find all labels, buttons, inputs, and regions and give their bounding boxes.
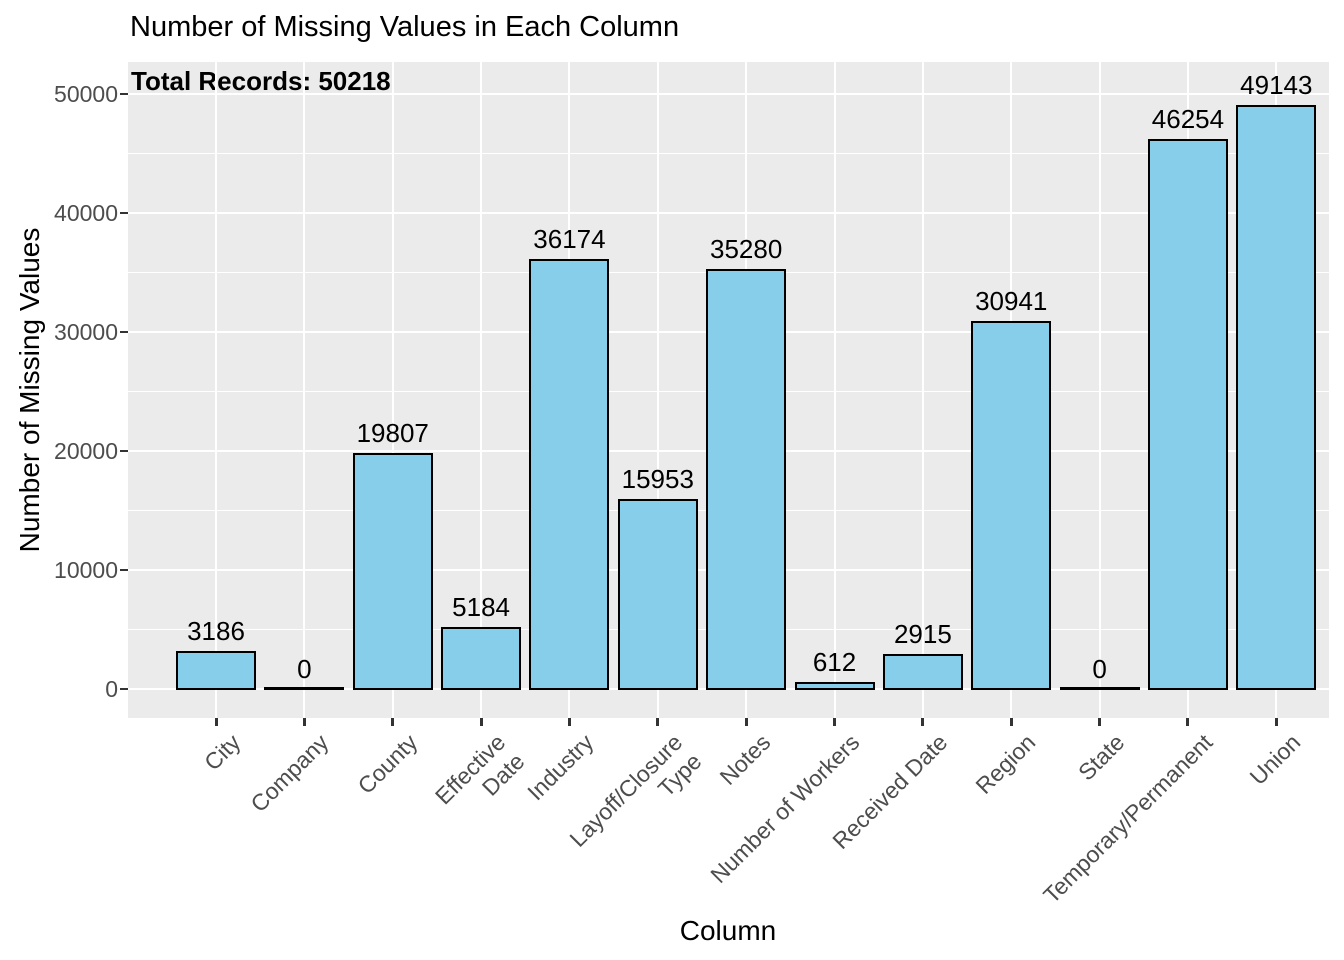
x-tick-mark — [656, 718, 660, 726]
bar — [617, 499, 698, 690]
x-tick-label: Temporary/Permanent — [1038, 729, 1218, 909]
y-tick-label: 0 — [105, 676, 118, 702]
gridline-vertical-major — [480, 62, 483, 718]
y-tick-label: 30000 — [54, 319, 118, 346]
x-tick-label: County — [352, 729, 423, 799]
x-axis-title: Column — [679, 915, 777, 946]
x-tick-mark — [214, 718, 218, 726]
x-tick-label: Number of Workers — [704, 729, 864, 889]
bar-value-label: 15953 — [621, 464, 694, 495]
total-records-annotation: Total Records: 50218 — [131, 66, 391, 96]
y-tick-label: 10000 — [54, 557, 118, 584]
bar-value-label: 2915 — [893, 619, 952, 650]
x-tick-label: Union — [1244, 729, 1306, 790]
bar — [529, 258, 610, 690]
y-tick-label: 40000 — [54, 200, 118, 227]
x-tick-label: Industry — [522, 729, 599, 806]
bar-value-label: 36174 — [533, 223, 606, 254]
y-tick-label: 20000 — [54, 438, 118, 465]
x-tick-label: City — [198, 729, 246, 776]
x-tick-label: Company — [245, 729, 334, 817]
bar — [1147, 138, 1228, 690]
bar — [794, 681, 875, 690]
x-tick-mark — [1098, 718, 1102, 726]
x-tick-mark — [391, 718, 395, 726]
bar-value-label: 612 — [812, 646, 857, 677]
x-tick-mark — [744, 718, 748, 726]
x-tick-mark — [302, 718, 306, 726]
x-tick-label: Notes — [714, 729, 776, 790]
x-tick-label: Effective Date — [429, 729, 530, 810]
bar — [706, 269, 787, 690]
gridline-vertical-major — [921, 62, 924, 718]
bar-value-label: 49143 — [1240, 69, 1313, 100]
x-tick-label: Region — [970, 729, 1041, 799]
bar — [352, 453, 433, 690]
x-tick-mark — [833, 718, 837, 726]
x-tick-mark — [921, 718, 925, 726]
bar-value-label: 3186 — [187, 616, 245, 647]
gridline-major — [128, 212, 1329, 215]
chart-title: Number of Missing Values in Each Column — [130, 11, 680, 43]
x-tick-mark — [1009, 718, 1013, 726]
bar-value-label: 0 — [297, 654, 312, 684]
y-tick-mark — [120, 450, 128, 453]
bar — [971, 321, 1052, 690]
y-tick-mark — [120, 688, 128, 690]
gridline-vertical-major — [215, 62, 217, 718]
gridline-minor — [128, 153, 1329, 155]
y-tick-mark — [120, 212, 128, 215]
bar — [441, 627, 522, 690]
bar — [1236, 104, 1317, 690]
y-tick-label: 50000 — [54, 81, 118, 108]
bar — [176, 651, 256, 690]
gridline-major — [128, 93, 1329, 96]
gridline-vertical-major — [833, 62, 836, 718]
y-tick-mark — [120, 331, 128, 334]
x-tick-mark — [1274, 718, 1278, 726]
y-axis-title: Number of Missing Values — [14, 227, 45, 553]
bar-value-label: 46254 — [1151, 103, 1225, 134]
bar — [1059, 687, 1140, 690]
bar-value-label: 5184 — [452, 592, 510, 623]
bar-value-label: 19807 — [356, 418, 429, 449]
x-tick-label: State — [1072, 729, 1129, 786]
gridline-vertical-major — [303, 62, 306, 718]
y-tick-mark — [120, 93, 128, 96]
gridline-vertical-major — [391, 62, 394, 718]
bar — [882, 654, 963, 690]
x-tick-mark — [567, 718, 571, 726]
y-tick-mark — [120, 569, 128, 572]
bar-value-label: 30941 — [975, 286, 1048, 317]
gridline-vertical-major — [1098, 62, 1101, 718]
bar — [264, 687, 345, 690]
bar-value-label: 35280 — [710, 234, 783, 265]
bar-value-label: 0 — [1092, 654, 1107, 684]
gridline-vertical-major — [656, 62, 659, 718]
x-tick-mark — [479, 718, 483, 726]
x-tick-mark — [1186, 718, 1190, 726]
